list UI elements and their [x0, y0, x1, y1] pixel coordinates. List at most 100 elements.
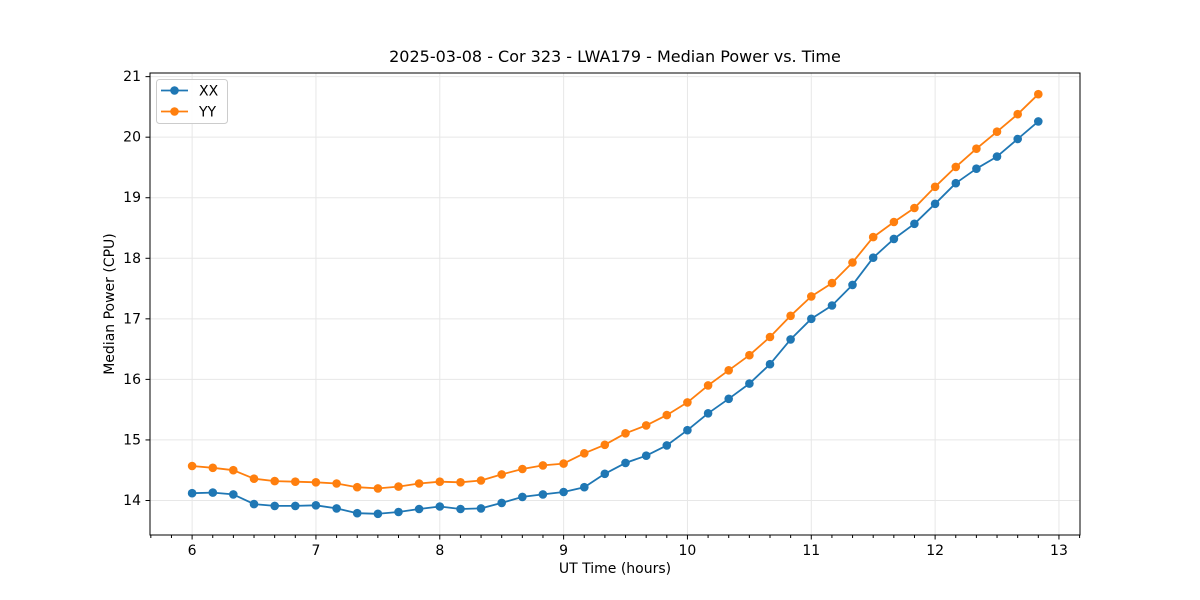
marker-YY — [868, 232, 878, 242]
marker-YY — [889, 217, 899, 227]
marker-XX — [456, 504, 465, 514]
legend-label-XX: XX — [199, 84, 219, 100]
y-tick-label: 19 — [123, 190, 141, 206]
y-tick-label: 21 — [123, 69, 141, 85]
marker-YY — [373, 484, 383, 493]
x-tick-label: 9 — [559, 543, 568, 559]
marker-YY — [187, 461, 197, 471]
marker-XX — [951, 178, 961, 188]
marker-XX — [352, 508, 362, 518]
marker-YY — [786, 311, 795, 321]
marker-YY — [311, 478, 321, 487]
marker-YY — [1034, 89, 1043, 99]
y-tick-label: 20 — [123, 130, 141, 146]
marker-YY — [352, 482, 362, 492]
marker-YY — [559, 459, 568, 468]
y-tick-label: 14 — [123, 493, 141, 509]
y-axis-label: Median Power (CPU) — [102, 233, 118, 375]
marker-YY — [249, 474, 259, 484]
marker-XX — [765, 359, 775, 369]
marker-YY — [600, 440, 610, 450]
marker-XX — [910, 219, 919, 229]
x-tick-label: 8 — [435, 543, 444, 559]
marker-YY — [910, 203, 919, 213]
marker-XX — [1013, 134, 1022, 144]
marker-XX — [848, 280, 857, 290]
marker-XX — [332, 504, 341, 513]
marker-YY — [765, 332, 775, 342]
marker-XX — [868, 253, 878, 262]
marker-YY — [497, 470, 507, 479]
marker-YY — [683, 398, 692, 407]
marker-YY — [538, 461, 548, 470]
marker-YY — [270, 476, 280, 486]
marker-XX — [229, 490, 238, 499]
chart-title: 2025-03-08 - Cor 323 - LWA179 - Median P… — [389, 47, 841, 66]
marker-YY — [291, 477, 300, 487]
marker-YY — [621, 429, 630, 438]
marker-XX — [435, 502, 445, 511]
x-axis-label: UT Time (hours) — [558, 561, 672, 577]
marker-XX — [518, 492, 527, 502]
marker-XX — [621, 458, 630, 468]
marker-XX — [600, 469, 610, 479]
marker-XX — [270, 501, 280, 511]
marker-XX — [724, 394, 733, 404]
marker-YY — [518, 464, 527, 474]
x-tick-label: 11 — [802, 543, 820, 559]
marker-YY — [229, 465, 238, 475]
marker-XX — [930, 199, 940, 209]
legend-label-YY: YY — [198, 105, 217, 121]
legend-marker-YY — [170, 107, 179, 116]
y-tick-label: 18 — [123, 251, 141, 267]
marker-YY — [208, 463, 218, 473]
marker-XX — [249, 499, 259, 509]
marker-XX — [373, 509, 383, 519]
marker-XX — [786, 335, 795, 344]
marker-YY — [703, 381, 713, 390]
marker-YY — [435, 477, 445, 487]
marker-YY — [745, 350, 754, 360]
marker-YY — [662, 410, 672, 420]
marker-XX — [807, 314, 816, 324]
marker-YY — [972, 144, 981, 153]
marker-YY — [580, 449, 589, 458]
y-tick-label: 15 — [123, 432, 141, 448]
marker-XX — [497, 498, 507, 508]
x-tick-label: 7 — [311, 543, 320, 559]
axes-spines — [149, 72, 1081, 536]
marker-XX — [641, 451, 651, 461]
y-tick-label: 16 — [123, 372, 141, 388]
marker-XX — [1034, 117, 1043, 126]
marker-XX — [662, 441, 672, 450]
series-line-YY — [192, 93, 1039, 490]
marker-YY — [930, 182, 940, 192]
marker-YY — [848, 258, 857, 267]
marker-XX — [889, 234, 899, 244]
marker-YY — [394, 482, 403, 491]
marker-XX — [311, 501, 321, 510]
marker-XX — [972, 164, 981, 173]
marker-YY — [951, 162, 961, 172]
marker-XX — [414, 504, 424, 514]
marker-YY — [992, 127, 1002, 136]
marker-XX — [703, 409, 713, 418]
marker-XX — [187, 488, 197, 498]
x-tick-label: 13 — [1050, 543, 1068, 559]
marker-YY — [456, 478, 465, 487]
marker-YY — [332, 479, 341, 488]
marker-XX — [827, 301, 837, 310]
marker-YY — [807, 292, 816, 301]
marker-YY — [414, 479, 424, 488]
marker-XX — [291, 501, 300, 511]
marker-XX — [559, 487, 568, 497]
marker-XX — [208, 488, 218, 497]
legend-marker-XX — [170, 86, 179, 95]
y-tick-label: 17 — [123, 311, 141, 327]
marker-YY — [724, 366, 733, 375]
x-tick-label: 10 — [679, 543, 697, 559]
marker-XX — [538, 490, 548, 499]
series-line-XX — [192, 120, 1039, 515]
